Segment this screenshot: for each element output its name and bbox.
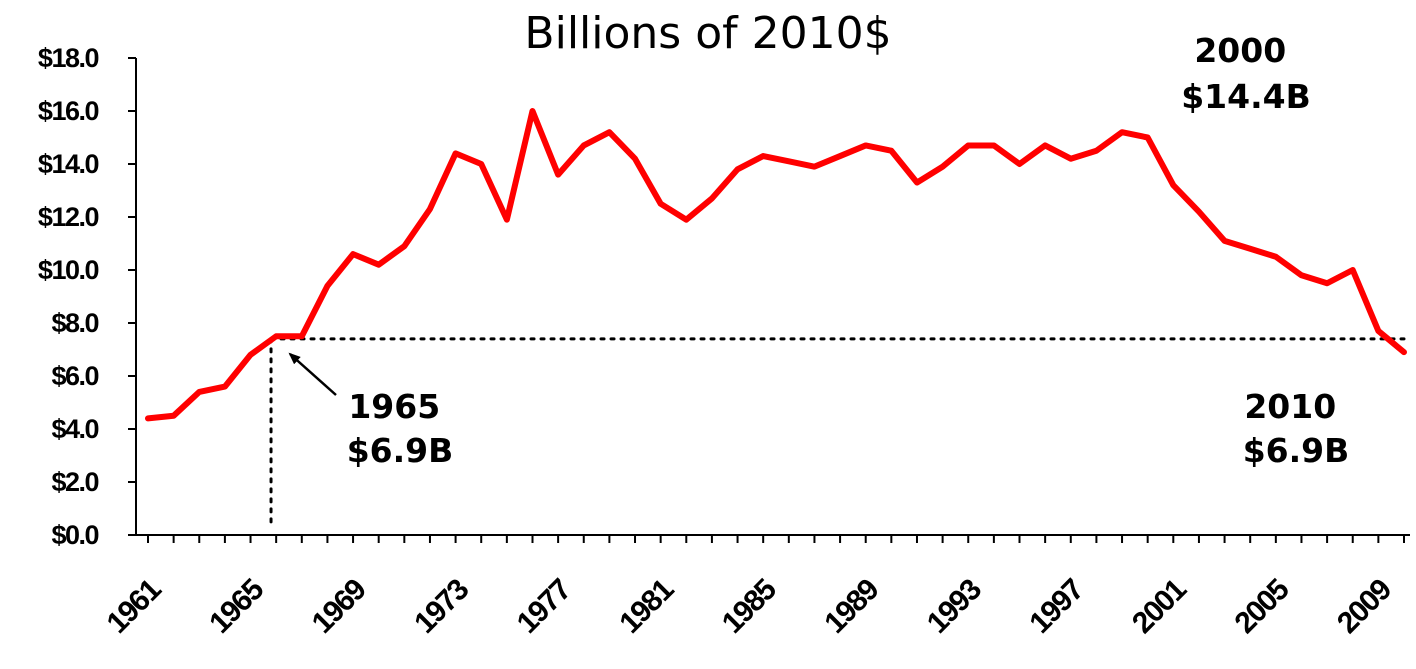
data-point — [1247, 246, 1253, 252]
annotation-peak: 2000 $14.4B — [1181, 31, 1311, 116]
data-point — [581, 142, 587, 148]
data-point — [632, 156, 638, 162]
data-point — [940, 164, 946, 170]
x-axis: 1961 1965 1969 1973 1977 1981 1985 1989 1993 1997… — [101, 534, 1410, 640]
x-tick-label: 1981 — [613, 573, 680, 640]
data-point — [1093, 148, 1099, 154]
data-point — [555, 172, 561, 178]
data-point — [914, 180, 920, 186]
data-point — [427, 206, 433, 212]
data-point — [1042, 142, 1048, 148]
data-point — [760, 153, 766, 159]
data-point — [273, 333, 279, 339]
data-point — [735, 166, 741, 172]
annotation-end: 2010 $6.9B — [1243, 387, 1350, 470]
annotation-end-value: $6.9B — [1243, 431, 1350, 470]
reference-lines — [269, 337, 1406, 525]
data-point — [1119, 129, 1125, 135]
data-point — [1324, 280, 1330, 286]
annotation-start-value: $6.9B — [347, 431, 454, 470]
y-tick-label: $18.0 — [38, 43, 99, 73]
data-point — [1350, 267, 1356, 273]
annotations: 2000 $14.4B 1965 $6.9B 2010 $6.9B — [288, 31, 1350, 470]
data-point — [683, 217, 689, 223]
data-point — [324, 283, 330, 289]
series-line — [145, 108, 1407, 422]
data-point — [1196, 209, 1202, 215]
data-point — [1401, 349, 1407, 355]
x-tick-label: 2009 — [1331, 573, 1398, 640]
data-point — [1222, 238, 1228, 244]
data-point — [401, 243, 407, 249]
annotation-start-year: 1965 — [348, 387, 440, 426]
y-tick-label: $12.0 — [38, 202, 99, 232]
y-tick-label: $2.0 — [51, 467, 98, 497]
x-tick-label: 1985 — [716, 573, 783, 640]
y-tick-label: $10.0 — [38, 255, 99, 285]
annotation-peak-value: $14.4B — [1181, 77, 1311, 116]
y-axis: $0.0 $2.0 $4.0 $6.0 $8.0 $10.0 $12.0 $14.0 $16.0… — [38, 43, 137, 550]
data-point — [991, 142, 997, 148]
x-tick-label: 1997 — [1023, 573, 1090, 640]
x-tick-label: 1969 — [306, 573, 373, 640]
data-point — [350, 251, 356, 257]
y-tick-label: $0.0 — [51, 520, 98, 550]
y-tick-label: $8.0 — [51, 308, 98, 338]
data-point — [1068, 156, 1074, 162]
data-point — [1017, 161, 1023, 167]
data-point — [171, 413, 177, 419]
data-point — [222, 384, 228, 390]
data-point — [1375, 328, 1381, 334]
data-point — [863, 142, 869, 148]
y-tick-label: $4.0 — [51, 414, 98, 444]
data-point — [606, 129, 612, 135]
data-point — [709, 195, 715, 201]
data-point — [837, 153, 843, 159]
data-point — [811, 164, 817, 170]
data-point — [504, 217, 510, 223]
x-tick-label: 2005 — [1228, 573, 1295, 640]
x-tick-label: 2001 — [1126, 573, 1193, 640]
annotation-peak-year: 2000 — [1194, 31, 1286, 70]
data-point — [1298, 272, 1304, 278]
data-point — [478, 161, 484, 167]
data-point — [786, 158, 792, 164]
x-tick-label: 1961 — [101, 573, 168, 640]
x-tick-label: 1989 — [818, 573, 885, 640]
data-point — [658, 201, 664, 207]
x-tick-label: 1993 — [921, 573, 988, 640]
annotation-arrow — [288, 352, 337, 396]
data-point — [529, 108, 535, 114]
data-point — [1145, 135, 1151, 140]
annotation-end-year: 2010 — [1244, 387, 1336, 426]
data-point — [1170, 182, 1176, 188]
data-point — [248, 352, 254, 358]
data-point — [1273, 254, 1279, 260]
data-point — [196, 389, 202, 395]
y-tick-label: $16.0 — [38, 96, 99, 126]
x-tick-label: 1965 — [203, 573, 270, 640]
chart-title: Billions of 2010$ — [524, 8, 891, 59]
x-tick-label: 1973 — [408, 573, 475, 640]
data-point — [299, 333, 305, 339]
annotation-start: 1965 $6.9B — [347, 387, 454, 470]
y-tick-label: $6.0 — [51, 361, 98, 391]
data-point — [145, 415, 151, 421]
series-line-group — [145, 108, 1407, 422]
data-point — [453, 150, 459, 156]
data-point — [888, 148, 894, 154]
data-point — [965, 142, 971, 148]
y-tick-label: $14.0 — [38, 149, 99, 179]
data-point — [376, 262, 382, 268]
x-tick-label: 1977 — [511, 573, 578, 640]
